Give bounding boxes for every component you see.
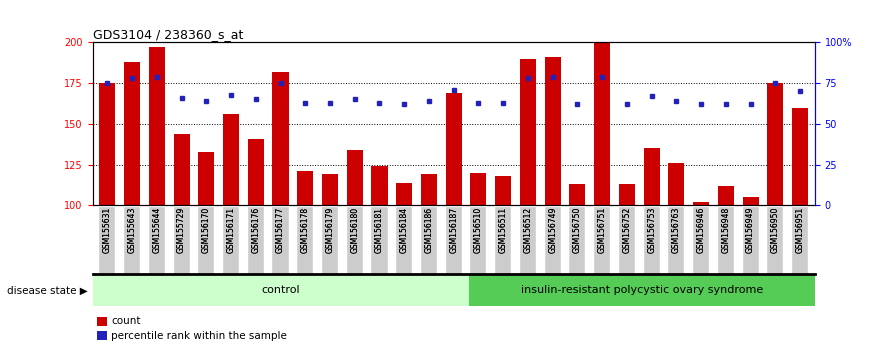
Text: GSM156178: GSM156178	[300, 207, 310, 253]
Text: GSM156749: GSM156749	[548, 207, 557, 253]
Text: GSM156751: GSM156751	[597, 207, 607, 253]
Text: GSM156949: GSM156949	[746, 207, 755, 253]
Text: GSM155631: GSM155631	[103, 207, 112, 253]
Bar	[421, 175, 437, 205]
Bar	[174, 134, 189, 205]
Text: GSM156187: GSM156187	[449, 207, 458, 253]
Text: GSM156178: GSM156178	[300, 207, 310, 253]
Text: count: count	[111, 316, 140, 326]
Bar	[223, 114, 239, 205]
Text: GSM156946: GSM156946	[697, 207, 706, 253]
Bar	[669, 163, 685, 205]
Text: GSM156763: GSM156763	[672, 207, 681, 253]
Bar	[743, 197, 759, 205]
Text: GDS3104 / 238360_s_at: GDS3104 / 238360_s_at	[93, 28, 243, 41]
Text: GSM155631: GSM155631	[103, 207, 112, 253]
Text: GSM155729: GSM155729	[177, 207, 186, 253]
Bar	[693, 202, 709, 205]
Bar	[520, 59, 536, 205]
Bar	[767, 83, 783, 205]
Bar	[644, 148, 660, 205]
Text: GSM156510: GSM156510	[474, 207, 483, 253]
Text: GSM155643: GSM155643	[128, 207, 137, 253]
Text: GSM156170: GSM156170	[202, 207, 211, 253]
Text: GSM156186: GSM156186	[425, 207, 433, 253]
Bar	[470, 173, 486, 205]
Text: GSM156179: GSM156179	[325, 207, 335, 253]
Text: GSM156948: GSM156948	[722, 207, 730, 253]
Text: GSM156180: GSM156180	[351, 207, 359, 253]
Text: GSM156752: GSM156752	[622, 207, 632, 253]
Text: disease state ▶: disease state ▶	[7, 285, 88, 295]
Text: GSM156177: GSM156177	[276, 207, 285, 253]
Text: GSM156750: GSM156750	[573, 207, 582, 253]
Text: GSM156177: GSM156177	[276, 207, 285, 253]
Bar	[618, 184, 635, 205]
Text: GSM156512: GSM156512	[523, 207, 532, 253]
Text: GSM156948: GSM156948	[722, 207, 730, 253]
Bar	[446, 93, 462, 205]
Text: GSM155729: GSM155729	[177, 207, 186, 253]
Text: GSM156184: GSM156184	[400, 207, 409, 253]
Bar	[322, 175, 338, 205]
Text: GSM156749: GSM156749	[548, 207, 557, 253]
Text: GSM156180: GSM156180	[351, 207, 359, 253]
Text: GSM155644: GSM155644	[152, 207, 161, 253]
Text: GSM156751: GSM156751	[597, 207, 607, 253]
Bar	[792, 108, 808, 205]
Bar	[100, 83, 115, 205]
Text: GSM155643: GSM155643	[128, 207, 137, 253]
Text: GSM156181: GSM156181	[375, 207, 384, 253]
Text: GSM156950: GSM156950	[771, 207, 780, 253]
Bar	[544, 57, 560, 205]
Text: GSM156184: GSM156184	[400, 207, 409, 253]
Text: GSM156511: GSM156511	[499, 207, 507, 253]
Bar	[272, 72, 289, 205]
Bar	[124, 62, 140, 205]
Bar	[248, 138, 263, 205]
Bar	[198, 152, 214, 205]
Bar	[495, 176, 511, 205]
Bar	[718, 186, 734, 205]
Text: control: control	[262, 285, 300, 295]
Text: GSM156512: GSM156512	[523, 207, 532, 253]
Text: GSM156186: GSM156186	[425, 207, 433, 253]
Bar	[149, 47, 165, 205]
Text: GSM156510: GSM156510	[474, 207, 483, 253]
Text: GSM156951: GSM156951	[796, 207, 804, 253]
Bar	[372, 166, 388, 205]
Text: GSM156511: GSM156511	[499, 207, 507, 253]
Text: GSM155644: GSM155644	[152, 207, 161, 253]
Text: GSM156187: GSM156187	[449, 207, 458, 253]
Bar	[396, 183, 412, 205]
Bar	[594, 42, 611, 205]
Text: GSM156753: GSM156753	[648, 207, 656, 253]
Text: GSM156176: GSM156176	[251, 207, 260, 253]
Text: GSM156950: GSM156950	[771, 207, 780, 253]
Text: insulin-resistant polycystic ovary syndrome: insulin-resistant polycystic ovary syndr…	[521, 285, 763, 295]
Text: GSM156763: GSM156763	[672, 207, 681, 253]
Bar	[569, 184, 586, 205]
Text: GSM156171: GSM156171	[226, 207, 235, 253]
Text: GSM156949: GSM156949	[746, 207, 755, 253]
Text: GSM156753: GSM156753	[648, 207, 656, 253]
Text: percentile rank within the sample: percentile rank within the sample	[111, 331, 287, 341]
Text: GSM156176: GSM156176	[251, 207, 260, 253]
Bar	[297, 171, 314, 205]
Text: GSM156170: GSM156170	[202, 207, 211, 253]
Text: GSM156951: GSM156951	[796, 207, 804, 253]
Bar	[347, 150, 363, 205]
Text: GSM156946: GSM156946	[697, 207, 706, 253]
Text: GSM156171: GSM156171	[226, 207, 235, 253]
Text: GSM156181: GSM156181	[375, 207, 384, 253]
Text: GSM156750: GSM156750	[573, 207, 582, 253]
Text: GSM156752: GSM156752	[622, 207, 632, 253]
Text: GSM156179: GSM156179	[325, 207, 335, 253]
